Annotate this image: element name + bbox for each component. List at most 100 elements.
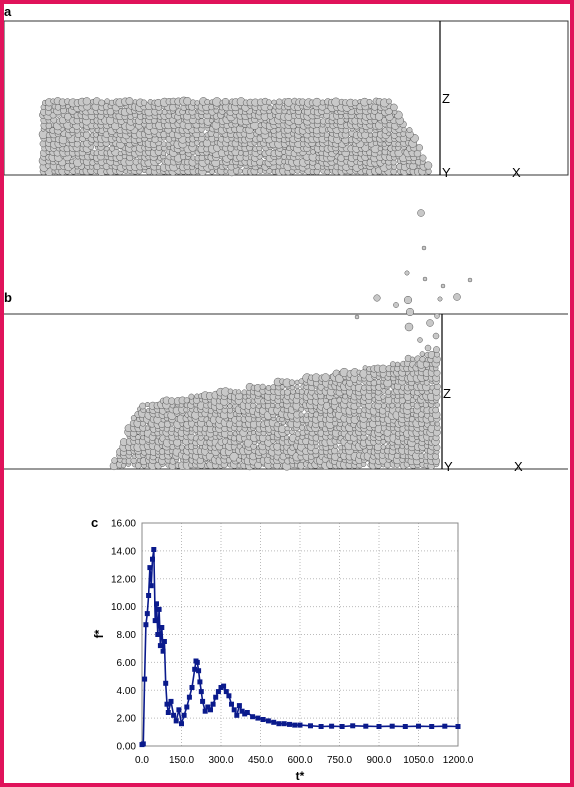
particle [93, 132, 99, 138]
data-point [176, 707, 182, 713]
data-point [160, 648, 166, 654]
data-point [442, 723, 448, 729]
data-point [389, 723, 395, 729]
data-point [318, 724, 324, 729]
data-point [329, 723, 335, 729]
particle [366, 98, 373, 105]
x-tick-label: 1200.0 [443, 755, 474, 766]
panel-a-domain-box [3, 20, 569, 176]
y-tick-label: 0.00 [117, 742, 137, 753]
data-point [255, 715, 261, 721]
particle [386, 98, 392, 105]
data-point [179, 721, 184, 727]
particle [221, 97, 230, 106]
data-point [265, 718, 271, 724]
data-point [339, 724, 345, 729]
particle [279, 384, 285, 390]
data-point [154, 601, 159, 607]
particle [236, 389, 242, 395]
data-point [213, 694, 219, 700]
particle [298, 412, 304, 418]
data-point [244, 710, 250, 715]
data-point [173, 718, 179, 724]
x-tick-label: 450.0 [248, 755, 273, 766]
chart-gridlines [141, 522, 459, 747]
data-point [148, 583, 154, 589]
x-tick-label: 0.0 [135, 755, 149, 766]
particle [415, 144, 423, 152]
panel-a-particle-bed [38, 96, 433, 177]
data-point [198, 689, 204, 695]
data-point [140, 741, 146, 747]
data-point [363, 723, 369, 729]
data-point [292, 722, 298, 728]
data-point [308, 723, 313, 729]
data-point [156, 606, 162, 612]
data-point [196, 668, 202, 674]
data-point [150, 556, 155, 562]
y-tick-label: 2.00 [117, 714, 137, 725]
data-point [231, 707, 237, 713]
data-point [181, 712, 187, 718]
data-point [208, 707, 213, 713]
data-point [171, 712, 177, 718]
panel-b-label: b [4, 290, 12, 305]
data-point [281, 721, 287, 727]
particle [274, 421, 280, 428]
data-point [152, 618, 158, 624]
particle [284, 435, 290, 441]
data-point [200, 698, 206, 704]
chart-x-axis-label: t* [296, 769, 305, 783]
data-point [168, 698, 174, 704]
data-point [350, 723, 356, 729]
data-point [287, 721, 292, 727]
x-tick-label: 600.0 [287, 755, 312, 766]
data-point [276, 721, 282, 727]
particle [140, 99, 148, 106]
data-point [142, 676, 148, 682]
data-point [229, 701, 234, 707]
data-point [147, 565, 153, 571]
panel-a-simulation: Z Y X [3, 20, 569, 180]
y-tick-label: 4.00 [117, 686, 137, 697]
data-point [402, 724, 408, 729]
data-point [144, 611, 150, 617]
panel-b-simulation: Z Y X [4, 209, 568, 474]
data-point [297, 722, 303, 728]
data-point [236, 703, 242, 709]
data-point [226, 693, 232, 699]
particle [406, 127, 413, 134]
particle [327, 407, 334, 414]
particle [390, 103, 398, 112]
data-point [221, 683, 227, 689]
data-point [416, 723, 421, 729]
data-point [159, 625, 165, 630]
particle [323, 132, 330, 138]
data-point [376, 724, 382, 729]
x-tick-label: 150.0 [169, 755, 194, 766]
data-point [260, 717, 266, 722]
data-point [429, 724, 435, 729]
particle [227, 403, 233, 409]
x-tick-label: 1050.0 [403, 755, 434, 766]
particle [267, 104, 273, 111]
data-point [143, 622, 149, 628]
data-point [455, 724, 461, 729]
y-tick-label: 10.00 [111, 602, 136, 613]
data-point [189, 685, 195, 690]
x-tick-label: 300.0 [208, 755, 233, 766]
data-point [155, 632, 161, 637]
y-tick-label: 8.00 [117, 630, 137, 641]
particle [98, 99, 106, 107]
y-tick-label: 6.00 [117, 658, 137, 669]
panel-a-label: a [4, 4, 12, 19]
x-tick-label: 750.0 [327, 755, 352, 766]
data-point [184, 704, 190, 710]
y-tick-label: 14.00 [111, 546, 136, 557]
data-point [151, 547, 157, 552]
particle [419, 154, 427, 162]
particle [284, 426, 290, 432]
data-point [197, 679, 203, 685]
data-point [165, 710, 171, 715]
data-point [186, 694, 192, 700]
